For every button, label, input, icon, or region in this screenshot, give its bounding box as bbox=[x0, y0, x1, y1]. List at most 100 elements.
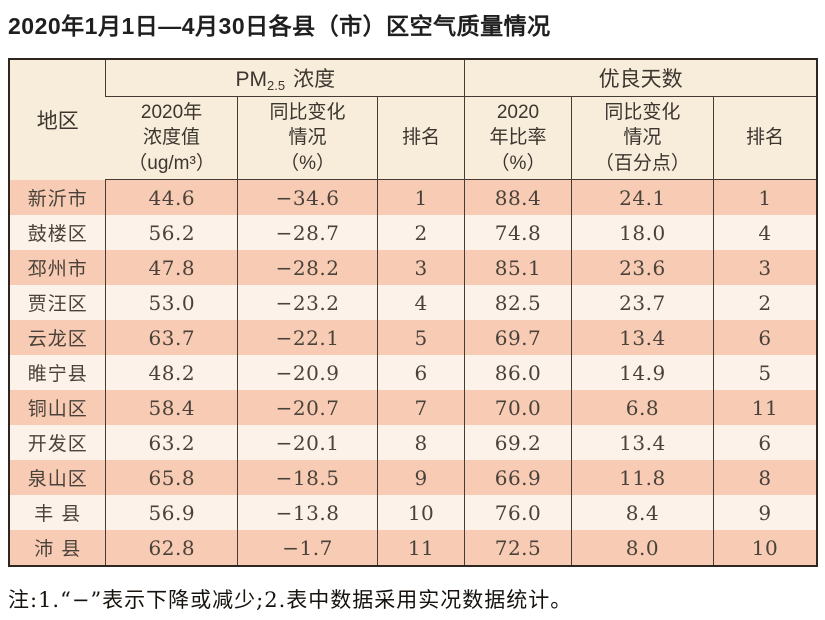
days-change-cell: 13.4 bbox=[570, 320, 714, 355]
pm-change-cell: −18.5 bbox=[237, 460, 378, 495]
pm-change-cell: −28.2 bbox=[237, 250, 378, 285]
region-cell: 沛 县 bbox=[9, 530, 106, 566]
table-row: 泉山区 65.8 −18.5 9 66.9 11.8 8 bbox=[9, 460, 817, 495]
table-header: 地区 PM2.5 浓度 优良天数 2020年 浓度值 （ug/m³） 同比变化 情… bbox=[9, 59, 817, 180]
pm-change-cell: −20.9 bbox=[237, 355, 378, 390]
table-row: 鼓楼区 56.2 −28.7 2 74.8 18.0 4 bbox=[9, 215, 817, 250]
days-change-cell: 8.0 bbox=[570, 530, 714, 566]
pm-rank-cell: 5 bbox=[376, 320, 465, 355]
days-ratio-cell: 88.4 bbox=[464, 179, 572, 215]
column-header-days-change: 同比变化 情况 （百分点） bbox=[570, 96, 714, 180]
column-header-pm-value: 2020年 浓度值 （ug/m³） bbox=[105, 96, 238, 180]
table-row: 贾汪区 53.0 −23.2 4 82.5 23.7 2 bbox=[9, 285, 817, 320]
region-cell: 开发区 bbox=[9, 425, 106, 460]
days-ratio-cell: 69.2 bbox=[464, 425, 572, 460]
days-rank-cell: 9 bbox=[713, 495, 817, 530]
days-ratio-cell: 85.1 bbox=[464, 250, 572, 285]
days-rank-cell: 4 bbox=[713, 215, 817, 250]
footnote: 注:1.“−”表示下降或减少;2.表中数据采用实况数据统计。 bbox=[8, 588, 573, 612]
days-ratio-cell: 66.9 bbox=[464, 460, 572, 495]
pm-rank-cell: 9 bbox=[376, 460, 465, 495]
pm-rank-cell: 7 bbox=[376, 390, 465, 425]
pm-label-subscript: 2.5 bbox=[267, 78, 286, 93]
days-change-cell: 6.8 bbox=[570, 390, 714, 425]
table-row: 铜山区 58.4 −20.7 7 70.0 6.8 11 bbox=[9, 390, 817, 425]
region-cell: 新沂市 bbox=[9, 179, 106, 215]
pm-value-cell: 63.2 bbox=[105, 425, 238, 460]
table-row: 丰 县 56.9 −13.8 10 76.0 8.4 9 bbox=[9, 495, 817, 530]
region-cell: 云龙区 bbox=[9, 320, 106, 355]
column-header-days-rank: 排名 bbox=[713, 96, 817, 180]
days-change-cell: 11.8 bbox=[570, 460, 714, 495]
days-change-cell: 8.4 bbox=[570, 495, 714, 530]
days-ratio-cell: 74.8 bbox=[464, 215, 572, 250]
pm-rank-cell: 6 bbox=[376, 355, 465, 390]
pm-value-cell: 62.8 bbox=[105, 530, 238, 566]
days-ratio-cell: 82.5 bbox=[464, 285, 572, 320]
days-change-cell: 24.1 bbox=[570, 179, 714, 215]
region-cell: 睢宁县 bbox=[9, 355, 106, 390]
table-row: 沛 县 62.8 −1.7 11 72.5 8.0 10 bbox=[9, 530, 817, 566]
pm-rank-cell: 1 bbox=[376, 179, 465, 215]
table-row: 云龙区 63.7 −22.1 5 69.7 13.4 6 bbox=[9, 320, 817, 355]
pm-rank-cell: 11 bbox=[376, 530, 465, 566]
column-header-region: 地区 bbox=[9, 59, 106, 180]
pm-value-cell: 63.7 bbox=[105, 320, 238, 355]
days-change-cell: 23.6 bbox=[570, 250, 714, 285]
days-ratio-cell: 70.0 bbox=[464, 390, 572, 425]
table-row: 新沂市 44.6 −34.6 1 88.4 24.1 1 bbox=[9, 179, 817, 215]
pm-value-cell: 44.6 bbox=[105, 179, 238, 215]
days-rank-cell: 6 bbox=[713, 320, 817, 355]
days-change-cell: 14.9 bbox=[570, 355, 714, 390]
days-rank-cell: 8 bbox=[713, 460, 817, 495]
region-cell: 贾汪区 bbox=[9, 285, 106, 320]
pm-label-suffix: 浓度 bbox=[293, 68, 336, 91]
region-cell: 铜山区 bbox=[9, 390, 106, 425]
column-group-pm25: PM2.5 浓度 bbox=[105, 59, 465, 97]
region-cell: 泉山区 bbox=[9, 460, 106, 495]
days-rank-cell: 1 bbox=[713, 179, 817, 215]
days-rank-cell: 3 bbox=[713, 250, 817, 285]
days-ratio-cell: 72.5 bbox=[464, 530, 572, 566]
pm-change-cell: −20.1 bbox=[237, 425, 378, 460]
pm-change-cell: −34.6 bbox=[237, 179, 378, 215]
pm-value-cell: 47.8 bbox=[105, 250, 238, 285]
pm-value-cell: 56.9 bbox=[105, 495, 238, 530]
days-rank-cell: 2 bbox=[713, 285, 817, 320]
pm-rank-cell: 2 bbox=[376, 215, 465, 250]
days-ratio-cell: 76.0 bbox=[464, 495, 572, 530]
pm-change-cell: −28.7 bbox=[237, 215, 378, 250]
days-rank-cell: 10 bbox=[713, 530, 817, 566]
pm-change-cell: −23.2 bbox=[237, 285, 378, 320]
pm-value-cell: 48.2 bbox=[105, 355, 238, 390]
days-change-cell: 13.4 bbox=[570, 425, 714, 460]
table-body: 新沂市 44.6 −34.6 1 88.4 24.1 1 鼓楼区 56.2 −2… bbox=[9, 179, 817, 566]
page-title: 2020年1月1日—4月30日各县（市）区空气质量情况 bbox=[8, 13, 551, 39]
pm-value-cell: 56.2 bbox=[105, 215, 238, 250]
pm-value-cell: 65.8 bbox=[105, 460, 238, 495]
table-row: 开发区 63.2 −20.1 8 69.2 13.4 6 bbox=[9, 425, 817, 460]
days-ratio-cell: 69.7 bbox=[464, 320, 572, 355]
days-rank-cell: 5 bbox=[713, 355, 817, 390]
pm-change-cell: −1.7 bbox=[237, 530, 378, 566]
region-cell: 丰 县 bbox=[9, 495, 106, 530]
column-header-pm-change: 同比变化 情况 （%） bbox=[237, 96, 378, 180]
pm-rank-cell: 3 bbox=[376, 250, 465, 285]
column-header-days-ratio: 2020 年比率 （%） bbox=[464, 96, 572, 180]
column-header-pm-rank: 排名 bbox=[376, 96, 465, 180]
pm-label-prefix: PM bbox=[235, 68, 268, 91]
pm-change-cell: −20.7 bbox=[237, 390, 378, 425]
pm-value-cell: 53.0 bbox=[105, 285, 238, 320]
days-ratio-cell: 86.0 bbox=[464, 355, 572, 390]
region-cell: 邳州市 bbox=[9, 250, 106, 285]
pm-rank-cell: 8 bbox=[376, 425, 465, 460]
header-sub-row: 2020年 浓度值 （ug/m³） 同比变化 情况 （%） 排名 2020 年比… bbox=[9, 96, 817, 180]
table-row: 邳州市 47.8 −28.2 3 85.1 23.6 3 bbox=[9, 250, 817, 285]
column-group-good-days: 优良天数 bbox=[464, 59, 817, 97]
pm-rank-cell: 10 bbox=[376, 495, 465, 530]
air-quality-table: 地区 PM2.5 浓度 优良天数 2020年 浓度值 （ug/m³） 同比变化 情… bbox=[8, 58, 818, 567]
header-group-row: 地区 PM2.5 浓度 优良天数 bbox=[9, 59, 817, 180]
days-rank-cell: 6 bbox=[713, 425, 817, 460]
pm-change-cell: −13.8 bbox=[237, 495, 378, 530]
